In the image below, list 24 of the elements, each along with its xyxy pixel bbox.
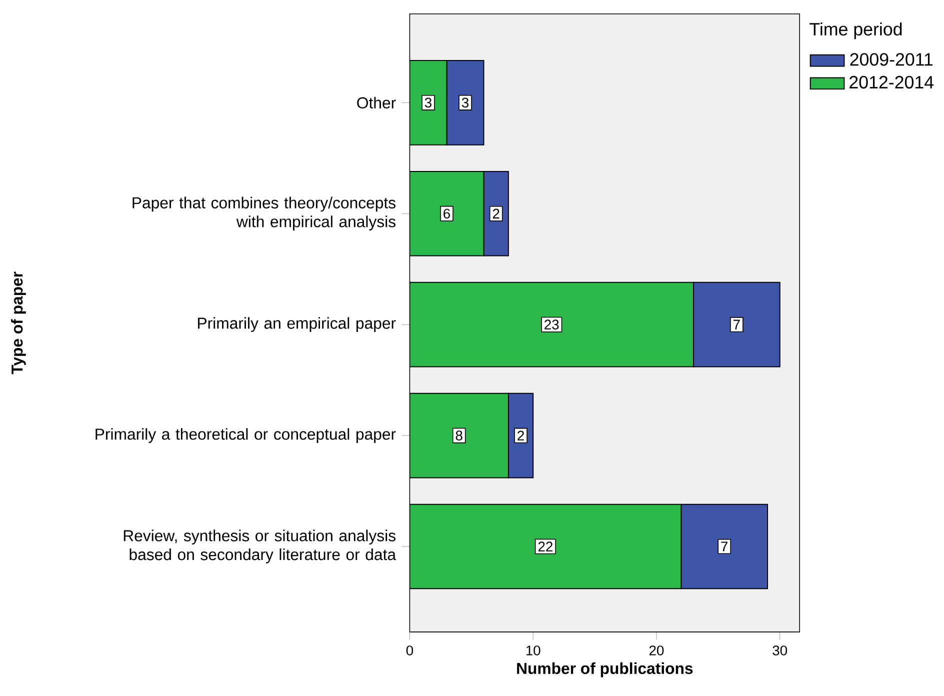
x-tick-label: 30 (772, 645, 788, 656)
x-tick-label: 0 (406, 645, 414, 656)
x-tick-label: 10 (526, 645, 540, 656)
y-tick-label: Primarily a theoretical or conceptual paper (96, 428, 396, 443)
y-tick-label: Other (357, 96, 396, 108)
data-label: 22 (538, 541, 552, 552)
data-label: 23 (544, 319, 559, 330)
y-axis-title: Type of paper (11, 272, 26, 374)
x-axis-title: Number of publications (517, 662, 693, 678)
data-label: 8 (456, 430, 462, 440)
x-tick-label: 20 (649, 645, 664, 656)
data-label: 6 (444, 208, 450, 218)
data-label: 7 (734, 320, 740, 330)
data-label: 7 (721, 542, 728, 552)
y-tick-label: Primarily an empirical paper (198, 316, 396, 332)
legend-label: 2012-2014 (850, 76, 934, 88)
y-tick-label: Paper that combines theory/concepts with empirical analysis (132, 196, 396, 230)
data-label: 2 (492, 208, 500, 218)
data-label: 2 (518, 430, 524, 440)
y-tick-label: Review, synthesis or situation analysis based on secondary literature or data (124, 529, 396, 564)
data-label: 3 (424, 98, 432, 108)
legend-title: Time period (810, 22, 902, 39)
data-label: 3 (462, 98, 468, 108)
legend-label: 2009-2011 (850, 52, 933, 66)
